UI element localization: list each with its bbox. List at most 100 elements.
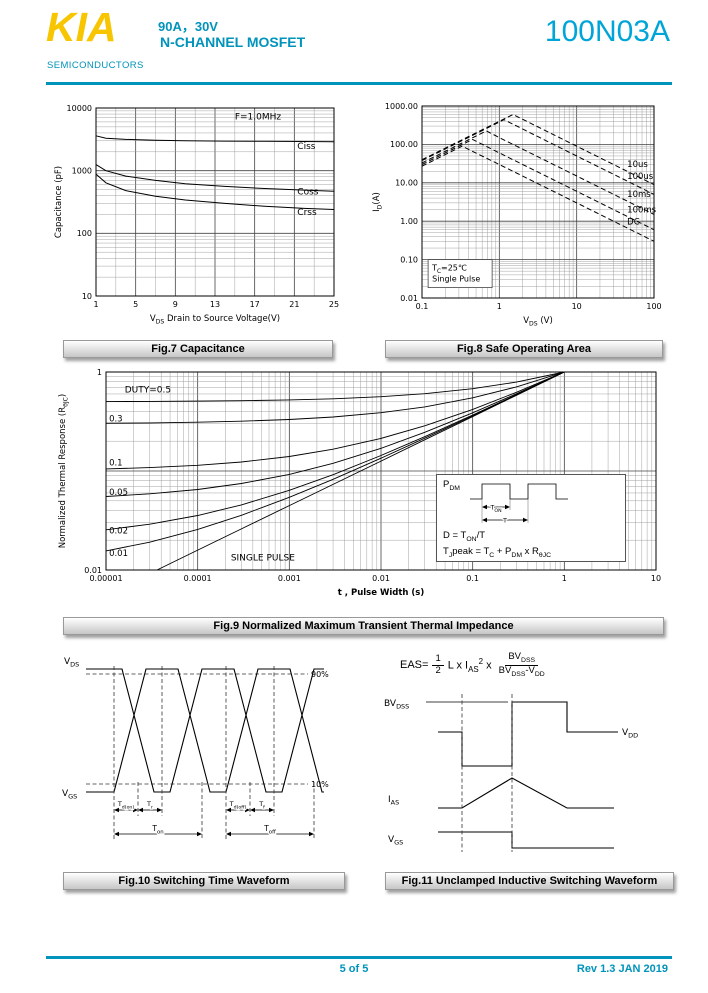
svg-text:0.0001: 0.0001 [184,574,212,583]
svg-text:ID(A): ID(A) [372,192,383,212]
svg-text:25: 25 [329,300,339,309]
page-number: 5 of 5 [339,963,369,975]
revision: Rev 1.3 JAN 2019 [576,963,668,975]
svg-text:10.00: 10.00 [395,179,418,188]
tjpeak-formula: TJpeak = TC + PDM x RθJC [443,545,552,559]
fig8-soa-chart: 0.1 1 10 100 0.01 0.10 1.00 10.00 100.00 1000.00 V… [372,102,662,327]
tf-arrow [250,807,274,813]
toff-span-arrow [226,831,314,837]
svg-text:Normalized Thermal Response (R: Normalized Thermal Response (RθJC) [58,394,69,549]
svg-text:1: 1 [97,368,102,377]
svg-text:9: 9 [173,300,178,309]
svg-text:13: 13 [210,300,220,309]
pdm-pulse-trace [469,483,568,500]
brand-subtitle: SEMICONDUCTORS [47,60,144,71]
footer-divider [46,956,672,959]
bvdss-label: BVDSS [384,699,409,710]
vds-trace [438,701,618,767]
svg-text:100.00: 100.00 [390,140,418,149]
td-off-label: Td(off) [229,800,247,810]
svg-text:1000: 1000 [72,166,92,175]
vgs-trace [86,668,324,793]
vgs-label: VGS [388,835,403,846]
fig9-thermal-chart: 0.00001 0.0001 0.001 0.01 0.1 1 10 1 0.01 t , Pul… [58,368,661,598]
ton-arrow [481,504,510,510]
svg-text:0.05: 0.05 [109,488,128,498]
svg-text:10: 10 [82,292,92,301]
fig9-inset-diagram: PDM TON T D = TON/T TJpeak = TC + PDM x … [436,474,626,562]
svg-text:0.01: 0.01 [372,574,390,583]
fig11-caption: Fig.11 Unclamped Inductive Switching Wav… [385,872,674,890]
svg-text:0.01: 0.01 [400,294,418,303]
toff-span-label: Toff [263,824,276,835]
svg-text:0.1: 0.1 [109,459,123,469]
svg-text:100ms: 100ms [627,205,657,215]
svg-text:1.00: 1.00 [400,217,418,226]
ninety-percent-label: 90% [311,670,329,679]
svg-text:17: 17 [250,300,260,309]
fraction-half: 1 2 [432,653,444,677]
svg-text:DUTY=0.5: DUTY=0.5 [125,386,171,396]
svg-text:0.001: 0.001 [278,574,301,583]
fig11-waveform: BVDSS VDD IAS VGS [384,694,638,852]
svg-text:Single Pulse: Single Pulse [432,275,480,284]
formula-lhs: EAS= [400,659,429,671]
svg-text:TC=25℃: TC=25℃ [431,264,467,275]
svg-text:0.01: 0.01 [84,566,102,575]
eas-formula: EAS= 1 2 L x IAS2 x BVDSS BVDSS-VDD [400,650,674,680]
svg-text:10: 10 [651,574,661,583]
svg-text:100: 100 [646,302,661,311]
pdm-label: PDM [443,479,460,492]
brand-logo: KIA [46,4,117,50]
svg-text:0.1: 0.1 [466,574,479,583]
svg-text:0.10: 0.10 [400,255,418,264]
tr-arrow [138,807,162,813]
part-number: 100N03A [544,15,670,48]
svg-text:0.02: 0.02 [109,526,128,536]
svg-text:10000: 10000 [67,104,92,113]
header-divider [46,82,672,85]
svg-text:10: 10 [572,302,582,311]
svg-text:DC: DC [627,218,640,228]
svg-text:10ms: 10ms [627,190,651,200]
formula-mid: L x IAS2 x [447,656,492,674]
svg-text:Crss: Crss [297,208,317,218]
svg-text:10us: 10us [627,160,648,170]
ias-trace [438,777,614,809]
fig11-diagram: EAS= 1 2 L x IAS2 x BVDSS BVDSS-VDD BVDS… [382,644,674,858]
ton-span-label: Ton [151,824,163,835]
vgs-label: VGS [62,789,77,800]
fig7-capacitance-chart: 1 5 9 13 17 21 25 10 100 1000 10000 VDS Drain to So… [54,104,339,325]
svg-text:1: 1 [497,302,502,311]
svg-text:t , Pulse Width (s): t , Pulse Width (s) [338,588,425,598]
fraction-bvdss: BVDSS BVDSS-VDD [496,651,548,679]
svg-text:Ciss: Ciss [297,142,315,152]
fig10-caption: Fig.10 Switching Time Waveform [63,872,345,890]
fig9-chart-area: 0.00001 0.0001 0.001 0.01 0.1 1 10 1 0.01 t , Pul… [56,364,672,610]
svg-text:0.01: 0.01 [109,549,128,559]
svg-text:VDS (V): VDS (V) [523,316,553,327]
svg-text:100: 100 [77,229,92,238]
td-off-arrow [226,807,250,813]
vds-trace [86,668,324,793]
ton-span-arrow [114,831,202,837]
vds-label: VDS [64,657,79,668]
fig8-caption: Fig.8 Safe Operating Area [385,340,663,358]
svg-text:1000.00: 1000.00 [385,102,418,111]
ias-label: IAS [388,795,399,806]
fig7-caption: Fig.7 Capacitance [63,340,333,358]
fraction-denominator: BVDSS-VDD [498,664,545,678]
tr-label: Tr [146,800,153,810]
svg-text:SINGLE PULSE: SINGLE PULSE [231,553,295,563]
fraction-numerator: 1 [432,653,444,666]
duty-formula: D = TON/T [443,530,486,543]
fig10-waveform-diagram: VDS VGS 90% 10% Td(on) Tr Td(off) Tf Ton… [62,657,329,840]
period-arrow [481,517,528,523]
fraction-numerator: BVDSS [505,651,539,666]
td-on-label: Td(on) [117,800,135,810]
td-on-arrow [114,807,138,813]
period-label: T [502,517,507,525]
vgs-trace [438,831,614,849]
device-rating: 90A，30V [158,19,218,34]
